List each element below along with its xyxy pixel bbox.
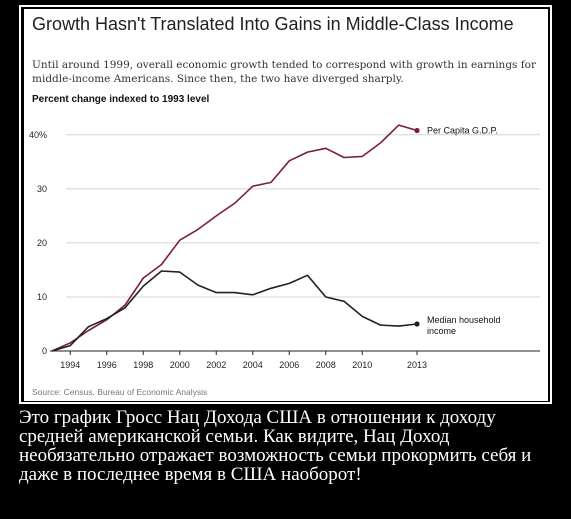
x-tick-label: 1998 bbox=[133, 360, 153, 370]
x-tick-label: 2006 bbox=[279, 360, 299, 370]
x-ticks: 1994 1996 1998 2000 2002 2004 2006 2008 2010 2013 bbox=[60, 351, 427, 370]
x-tick-label: 2002 bbox=[206, 360, 226, 370]
y-tick-label: 40% bbox=[29, 130, 47, 140]
chart-source: Source: Census, Bureau of Economic Analy… bbox=[32, 387, 208, 397]
y-tick-label: 0 bbox=[42, 346, 47, 356]
x-tick-label: 1994 bbox=[60, 360, 80, 370]
grid-lines bbox=[66, 134, 540, 298]
series-end-marker-1 bbox=[414, 321, 420, 327]
caption-text: Это график Гросс Нац Дохода США в отноше… bbox=[19, 407, 532, 485]
y-ticks: 0 10 20 30 40% bbox=[29, 130, 47, 356]
x-tick-label: 2013 bbox=[407, 360, 427, 370]
series-lines bbox=[51, 124, 420, 352]
series-label-income: Median household income bbox=[427, 315, 501, 336]
x-tick-label: 2004 bbox=[243, 360, 263, 370]
y-tick-label: 10 bbox=[37, 292, 47, 302]
series-label-gdp: Per Capita G.D.P. bbox=[427, 125, 498, 135]
series-end-marker-0 bbox=[414, 127, 420, 134]
chart-title: Growth Hasn't Translated Into Gains in M… bbox=[32, 14, 514, 34]
x-tick-label: 2008 bbox=[316, 360, 336, 370]
x-tick-label: 2000 bbox=[170, 360, 190, 370]
y-axis-label: Percent change indexed to 1993 level bbox=[32, 94, 210, 105]
series-line-1 bbox=[51, 270, 418, 352]
line-chart: 0 10 20 30 40% 1994 1996 1998 2000 2002 2004 2006 2… bbox=[29, 124, 540, 370]
x-tick-label: 1996 bbox=[97, 360, 117, 370]
y-tick-label: 30 bbox=[37, 184, 47, 194]
y-tick-label: 20 bbox=[37, 238, 47, 248]
chart-panel: Growth Hasn't Translated Into Gains in M… bbox=[24, 9, 548, 401]
x-tick-label: 2010 bbox=[352, 360, 372, 370]
series-labels: Per Capita G.D.P. Median household income bbox=[427, 125, 501, 335]
chart-subtitle: Until around 1999, overall economic grow… bbox=[32, 59, 536, 85]
